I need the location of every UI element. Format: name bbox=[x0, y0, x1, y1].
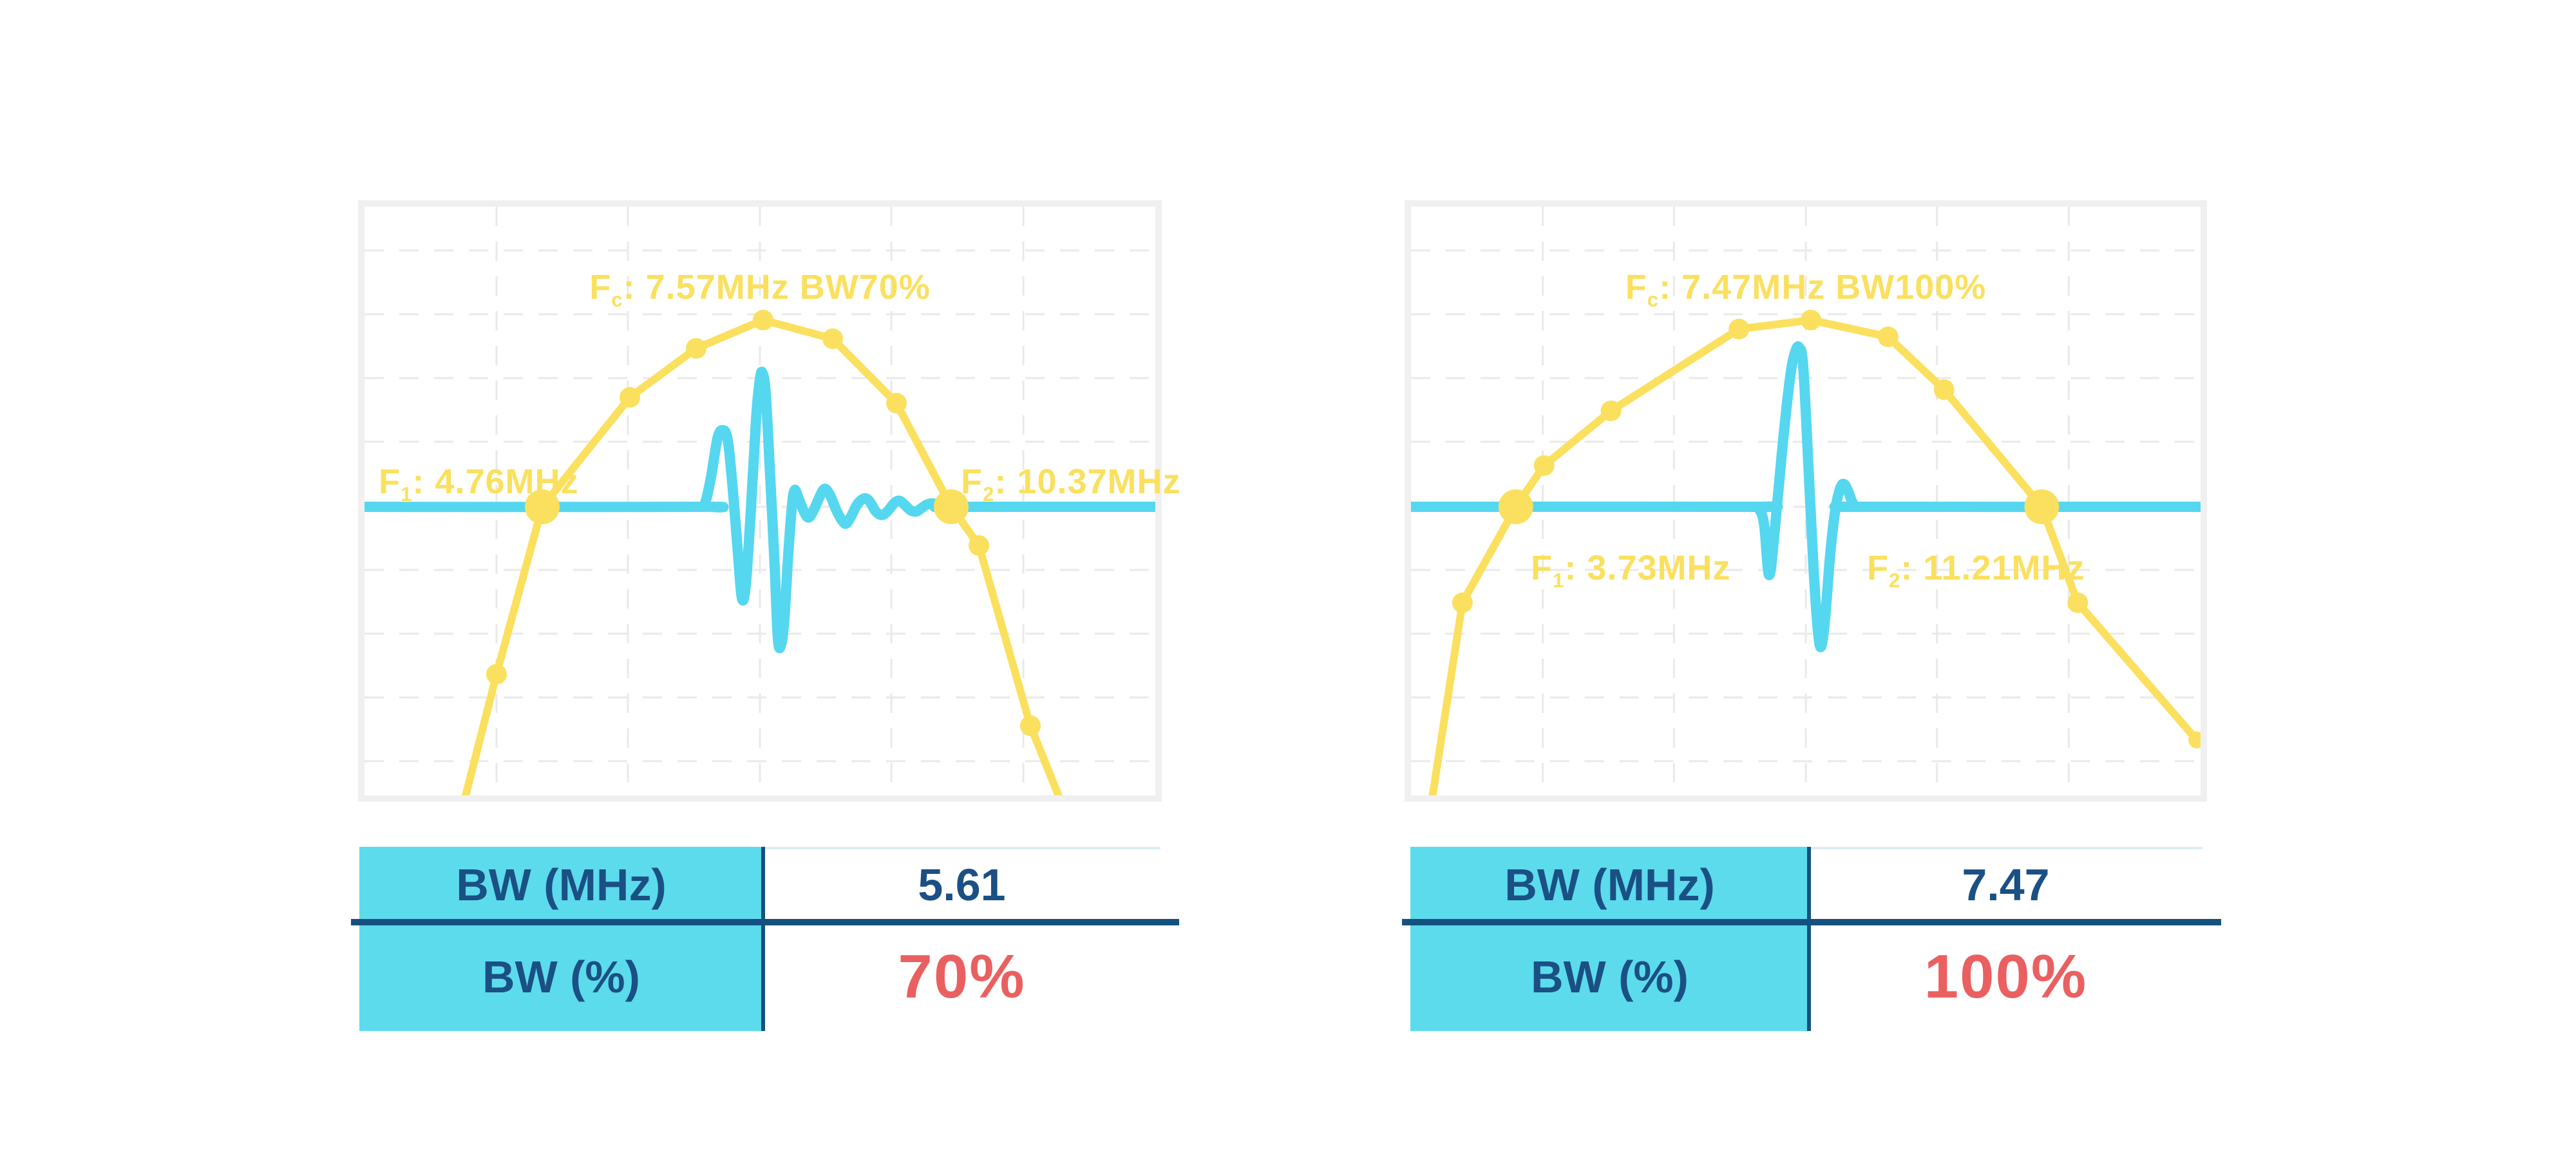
f2-text: : 11.21MHz bbox=[1900, 549, 2085, 587]
center-frequency-label: Fc: 7.47MHz BW100% bbox=[1411, 269, 2201, 319]
spectrum-chart-narrowband: Fc: 7.57MHz BW70% F1: 4.76MHz F2: 10.37M… bbox=[358, 200, 1180, 802]
table-top-rule bbox=[763, 847, 1160, 849]
bw-pct-label-cell: BW (%) bbox=[359, 922, 763, 1031]
bw-pct-value-cell: 100% bbox=[1809, 922, 2202, 1031]
bw-pct-label-cell: BW (%) bbox=[1410, 922, 1809, 1031]
f2-prefix: F bbox=[1867, 549, 1889, 587]
f1-subscript: 1 bbox=[401, 482, 413, 506]
data-point-marker bbox=[1533, 455, 1555, 476]
data-point-marker bbox=[1600, 401, 1622, 421]
spectrum-curve bbox=[461, 316, 1063, 795]
data-point-marker bbox=[1877, 326, 1899, 347]
f2-subscript: 2 bbox=[1889, 569, 1901, 592]
data-point-marker bbox=[620, 387, 640, 408]
f2-prefix: F bbox=[961, 462, 983, 501]
data-point-marker bbox=[525, 489, 560, 524]
bandwidth-table-broadband: BW (MHz) 7.47 BW (%) 100% bbox=[1402, 847, 2221, 1031]
chart-canvas-narrowband bbox=[365, 207, 1155, 795]
bw-mhz-label-cell: BW (MHz) bbox=[359, 847, 763, 922]
bw-mhz-value-cell: 7.47 bbox=[1809, 847, 2202, 922]
table-column-divider bbox=[1807, 847, 1811, 1031]
data-point-marker bbox=[1933, 379, 1955, 400]
fc-text: : 7.47MHz BW100% bbox=[1659, 268, 1987, 307]
f1-subscript: 1 bbox=[1553, 569, 1565, 592]
pulse-waveform bbox=[1411, 341, 2201, 652]
f1-prefix: F bbox=[379, 462, 401, 501]
fc-text: : 7.57MHz BW70% bbox=[623, 268, 931, 307]
data-point-marker bbox=[2024, 489, 2060, 524]
table-column-divider bbox=[761, 847, 765, 1031]
f2-subscript: 2 bbox=[983, 482, 995, 506]
bw-mhz-value-cell: 5.61 bbox=[763, 847, 1160, 922]
spectrum-chart-broadband: Fc: 7.47MHz BW100% F1: 3.73MHz F2: 11.21… bbox=[1405, 200, 2207, 802]
f2-text: : 10.37MHz bbox=[994, 462, 1181, 501]
f2-label: F2: 11.21MHz bbox=[1867, 549, 2085, 600]
f1-label: F1: 3.73MHz bbox=[1531, 549, 1731, 600]
data-point-marker bbox=[1801, 310, 1821, 330]
data-point-marker bbox=[1498, 489, 1533, 524]
data-point-marker bbox=[2188, 732, 2201, 748]
spectrum-point-markers bbox=[486, 310, 1041, 736]
bandwidth-table-narrowband: BW (MHz) 5.61 BW (%) 70% bbox=[351, 847, 1179, 1031]
data-point-marker bbox=[753, 310, 773, 330]
bw-pct-value-cell: 70% bbox=[763, 922, 1160, 1031]
f1-text: : 4.76MHz bbox=[412, 462, 579, 501]
spectrum-point-markers bbox=[1452, 310, 2201, 748]
table-top-rule bbox=[1809, 847, 2202, 849]
data-point-marker bbox=[1020, 715, 1041, 736]
table-row-divider bbox=[1402, 919, 2221, 925]
pulse-waveform bbox=[365, 366, 1155, 654]
data-point-marker bbox=[969, 535, 989, 556]
f2-label: F2: 10.37MHz bbox=[961, 463, 1181, 513]
data-point-marker bbox=[1452, 592, 1473, 613]
chart-canvas-broadband bbox=[1411, 207, 2201, 795]
data-point-marker bbox=[822, 328, 843, 349]
data-point-marker bbox=[886, 393, 907, 413]
data-point-marker bbox=[934, 489, 969, 524]
data-point-marker bbox=[2067, 592, 2088, 613]
data-point-marker bbox=[686, 338, 706, 359]
fc-prefix: F bbox=[589, 268, 612, 307]
f1-text: : 3.73MHz bbox=[1564, 549, 1731, 587]
data-point-marker bbox=[1728, 319, 1750, 339]
fc-subscript: c bbox=[611, 288, 623, 311]
fc-prefix: F bbox=[1625, 268, 1647, 307]
f1-prefix: F bbox=[1531, 549, 1553, 587]
f1-label: F1: 4.76MHz bbox=[379, 463, 579, 513]
fc-subscript: c bbox=[1647, 288, 1660, 311]
bw-mhz-label-cell: BW (MHz) bbox=[1410, 847, 1809, 922]
table-row-divider bbox=[351, 919, 1179, 925]
center-frequency-label: Fc: 7.57MHz BW70% bbox=[365, 269, 1155, 319]
data-point-marker bbox=[486, 664, 507, 685]
